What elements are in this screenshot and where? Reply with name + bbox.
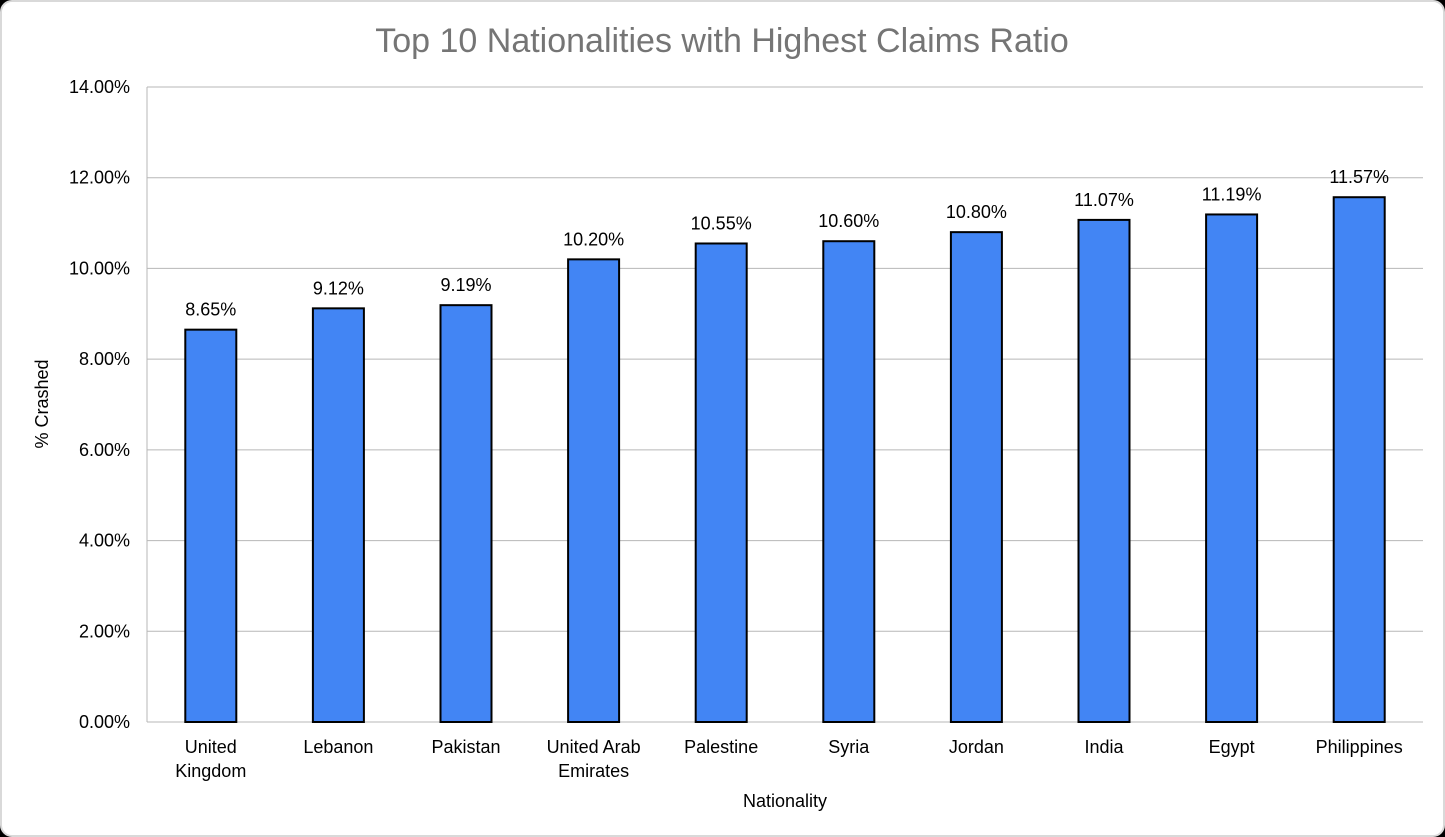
y-tick-label: 2.00% xyxy=(79,621,130,641)
y-axis-title: % Crashed xyxy=(32,359,52,448)
x-tick-label: Philippines xyxy=(1316,737,1403,757)
data-label: 8.65% xyxy=(185,300,236,320)
data-label: 9.19% xyxy=(440,275,491,295)
bar xyxy=(567,258,621,723)
chart-title: Top 10 Nationalities with Highest Claims… xyxy=(375,22,1069,60)
bar xyxy=(1077,218,1131,723)
x-tick-label: Lebanon xyxy=(303,737,373,757)
data-label: 11.19% xyxy=(1202,184,1262,204)
data-label: 11.57% xyxy=(1329,167,1389,187)
data-label: 10.55% xyxy=(691,213,752,233)
y-tick-label: 6.00% xyxy=(79,440,130,460)
bar xyxy=(184,328,238,723)
y-tick-label: 10.00% xyxy=(69,258,130,278)
data-label: 9.12% xyxy=(313,278,364,298)
data-label: 10.60% xyxy=(818,211,879,231)
y-tick-label: 12.00% xyxy=(69,168,130,188)
bar xyxy=(439,304,493,723)
bar xyxy=(311,307,365,723)
y-tick-label: 0.00% xyxy=(79,712,130,732)
y-tick-label: 8.00% xyxy=(79,349,130,369)
y-tick-label: 14.00% xyxy=(69,77,130,97)
x-axis-title: Nationality xyxy=(743,791,827,811)
x-tick-label: Egypt xyxy=(1209,737,1255,757)
y-axis-tick-labels: 0.00% 2.00% 4.00% 6.00% 8.00% 10.00% 12.00% 14.… xyxy=(69,77,130,732)
data-label: 11.07% xyxy=(1074,190,1134,210)
x-tick-label: United Arab Emirates xyxy=(547,737,641,781)
bar xyxy=(822,240,876,723)
x-tick-label: Pakistan xyxy=(431,737,500,757)
x-tick-label: Palestine xyxy=(684,737,758,757)
data-label: 10.80% xyxy=(946,202,1007,222)
data-label: 10.20% xyxy=(563,229,624,249)
x-tick-label: Syria xyxy=(828,737,870,757)
bar xyxy=(1205,213,1259,723)
x-tick-label: Jordan xyxy=(949,737,1004,757)
bar xyxy=(949,231,1003,723)
y-tick-label: 4.00% xyxy=(79,531,130,551)
bar xyxy=(694,242,748,723)
data-labels: 8.65% 9.12% 9.19% 10.20% 10.55% 10.60% 10.80% 1… xyxy=(185,167,1389,319)
x-tick-label: India xyxy=(1084,737,1124,757)
x-tick-label: United Kingdom xyxy=(175,737,246,781)
bar xyxy=(1332,196,1386,724)
x-axis-tick-labels: United Kingdom Lebanon Pakistan United Arab E… xyxy=(175,737,1402,781)
bars xyxy=(184,196,1386,724)
